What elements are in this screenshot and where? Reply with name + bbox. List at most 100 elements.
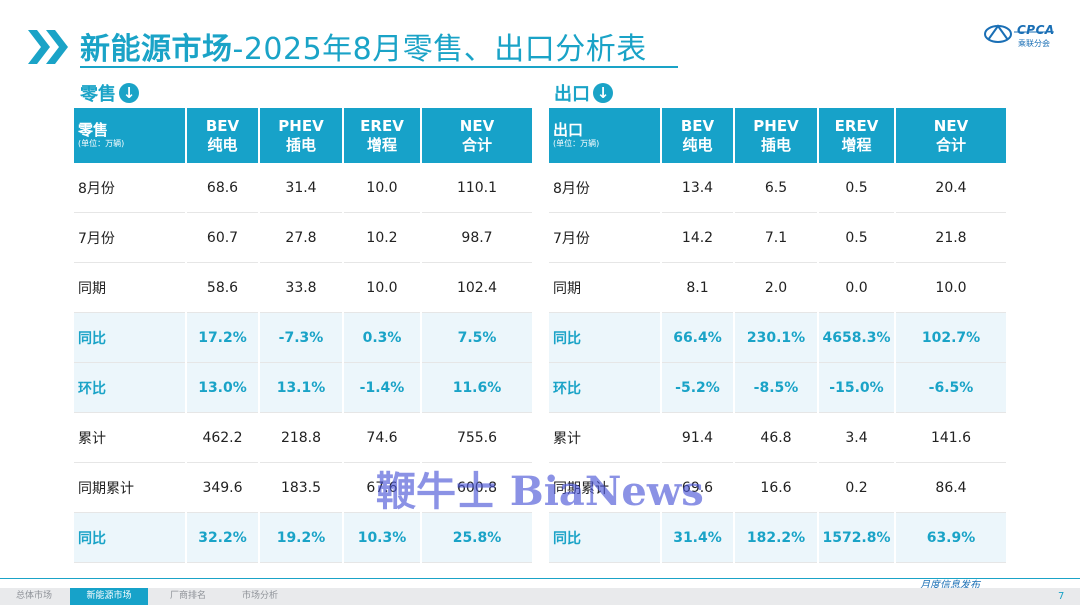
footer-tab-overall[interactable]: 总体市场 — [15, 591, 52, 601]
cell: 0.2 — [818, 462, 896, 513]
table-row: 8月份 68.6 31.4 10.0 110.1 — [74, 163, 532, 213]
col-l1: PHEV — [278, 116, 324, 135]
cell: 91.4 — [661, 412, 735, 463]
col-l1: BEV — [205, 116, 240, 135]
cell: 68.6 — [186, 163, 260, 213]
cell: 1572.8% — [818, 512, 896, 563]
cell: 10.3% — [343, 512, 422, 563]
cell: 2.0 — [734, 262, 819, 313]
cell: 13.4 — [661, 163, 735, 213]
cell: 8.1 — [661, 262, 735, 313]
row-label: 7月份 — [74, 212, 187, 263]
col-l1: EREV — [834, 116, 879, 135]
row-label: 环比 — [549, 362, 662, 413]
title-sub: -2025年8月零售、出口分析表 — [232, 32, 647, 67]
col-l2: 增程 — [841, 135, 872, 154]
table-header-row: 出口 (单位：万辆) BEV 纯电 PHEV 插电 EREV 增程 NEV 合计 — [549, 108, 1006, 163]
export-table: 出口 (单位：万辆) BEV 纯电 PHEV 插电 EREV 增程 NEV 合计 8月份 1… — [549, 108, 1006, 563]
col-l1: NEV — [933, 116, 969, 135]
retail-table: 零售 (单位：万辆) BEV 纯电 PHEV 插电 EREV 增程 NEV 合计 8月份 6… — [74, 108, 532, 563]
row-label: 7月份 — [549, 212, 662, 263]
table-row: 同期累计 69.6 16.6 0.2 86.4 — [549, 462, 1006, 513]
cell: 60.7 — [186, 212, 260, 263]
retail-section-text: 零售 — [80, 84, 116, 105]
row-label: 8月份 — [549, 163, 662, 213]
cell: 102.7% — [895, 312, 1006, 363]
row-label: 同期累计 — [549, 462, 662, 513]
cell: 230.1% — [734, 312, 819, 363]
footer-tab-nev[interactable]: 新能源市场 — [70, 588, 148, 605]
footer-tab-ranking[interactable]: 厂商排名 — [169, 591, 206, 601]
cell: 7.5% — [421, 312, 532, 363]
cell: 98.7 — [421, 212, 532, 263]
bianews-watermark: 鞭牛士 BiaNews — [376, 468, 704, 515]
export-section-text: 出口 — [554, 84, 590, 105]
col-l2: 纯电 — [682, 135, 713, 154]
table-row-highlight: 同比 32.2% 19.2% 10.3% 25.8% — [74, 512, 532, 563]
cell: 755.6 — [421, 412, 532, 463]
cell: 69.6 — [661, 462, 735, 513]
cell: 31.4 — [259, 163, 344, 213]
cell: 20.4 — [895, 163, 1006, 213]
logo-subtext: 乘联分会 — [1018, 39, 1050, 48]
cell: 32.2% — [186, 512, 260, 563]
table-row: 累计 91.4 46.8 3.4 141.6 — [549, 412, 1006, 463]
cell: -5.2% — [661, 362, 735, 413]
cell: 0.5 — [818, 163, 896, 213]
table-row: 同期 58.6 33.8 10.0 102.4 — [74, 262, 532, 313]
cell: 17.2% — [186, 312, 260, 363]
cell: 102.4 — [421, 262, 532, 313]
arrow-down-icon: ↓ — [593, 83, 613, 103]
unit-note: (单位：万辆) — [553, 139, 600, 148]
corner-title: 零售 — [78, 121, 109, 139]
cell: 3.4 — [818, 412, 896, 463]
col-l1: NEV — [459, 116, 495, 135]
cell: 11.6% — [421, 362, 532, 413]
column-header-bev: BEV 纯电 — [661, 108, 735, 163]
cell: 10.2 — [343, 212, 422, 263]
table-row: 同期 8.1 2.0 0.0 10.0 — [549, 262, 1006, 313]
cell: 0.5 — [818, 212, 896, 263]
cell: -8.5% — [734, 362, 819, 413]
cell: 0.0 — [818, 262, 896, 313]
table-row-highlight: 环比 13.0% 13.1% -1.4% 11.6% — [74, 362, 532, 413]
col-l2: 插电 — [285, 135, 316, 154]
chevrons-icon — [28, 30, 68, 64]
table-row: 7月份 14.2 7.1 0.5 21.8 — [549, 212, 1006, 263]
unit-note: (单位：万辆) — [78, 139, 125, 148]
row-label: 累计 — [549, 412, 662, 463]
cell: -15.0% — [818, 362, 896, 413]
row-label: 同比 — [549, 312, 662, 363]
footer-tab-analysis[interactable]: 市场分析 — [241, 591, 278, 601]
cell: 141.6 — [895, 412, 1006, 463]
cell: -6.5% — [895, 362, 1006, 413]
cell: 182.2% — [734, 512, 819, 563]
row-label: 同期 — [549, 262, 662, 313]
table-row: 8月份 13.4 6.5 0.5 20.4 — [549, 163, 1006, 213]
row-label: 同期 — [74, 262, 187, 313]
cell: -7.3% — [259, 312, 344, 363]
cell: 6.5 — [734, 163, 819, 213]
col-l1: PHEV — [753, 116, 799, 135]
col-l2: 合计 — [461, 135, 492, 154]
table-row-highlight: 同比 66.4% 230.1% 4658.3% 102.7% — [549, 312, 1006, 363]
col-l2: 纯电 — [207, 135, 238, 154]
cell: 27.8 — [259, 212, 344, 263]
cell: 25.8% — [421, 512, 532, 563]
corner-title: 出口 — [553, 121, 584, 139]
export-section-label: 出口 ↓ — [554, 80, 613, 106]
cell: 10.0 — [343, 163, 422, 213]
column-header-bev: BEV 纯电 — [186, 108, 260, 163]
col-l2: 合计 — [935, 135, 966, 154]
cell: 600.8 — [421, 462, 532, 513]
page-title: 新能源市场-2025年8月零售、出口分析表 — [80, 24, 647, 68]
cell: 13.1% — [259, 362, 344, 413]
footer-divider — [0, 578, 1080, 579]
column-header-phev: PHEV 插电 — [259, 108, 344, 163]
cell: 14.2 — [661, 212, 735, 263]
footer-bar — [0, 588, 1080, 605]
cell: 183.5 — [259, 462, 344, 513]
title-main: 新能源市场 — [80, 32, 233, 67]
row-label: 累计 — [74, 412, 187, 463]
cell: 86.4 — [895, 462, 1006, 513]
